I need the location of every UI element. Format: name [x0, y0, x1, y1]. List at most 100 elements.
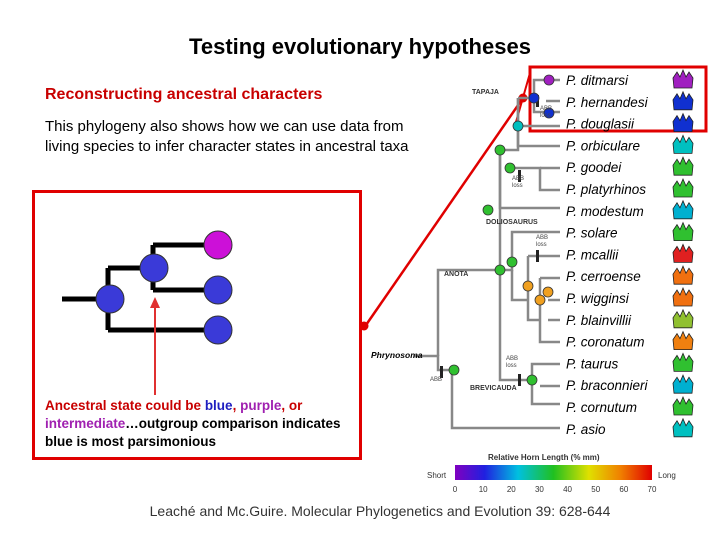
subtitle: Reconstructing ancestral characters — [45, 86, 323, 103]
scale-ticks: 0 10 20 30 40 50 60 70 — [453, 485, 657, 494]
lizard-head-icon — [672, 330, 694, 350]
node-dot — [534, 294, 546, 306]
node-dot — [528, 92, 540, 104]
clade-label-tapaja: TAPAJA — [472, 89, 499, 96]
lizard-head-icon — [672, 374, 694, 394]
lizard-head-icon — [672, 68, 694, 89]
citation: Leaché and Mc.Guire. Molecular Phylogene… — [149, 503, 611, 519]
taxon-label: P. solare — [566, 226, 618, 241]
taxon-label: P. ditmarsi — [566, 73, 629, 88]
taxon-label: P. orbiculare — [566, 138, 640, 153]
lizard-head-icon — [672, 286, 694, 307]
node-dot — [494, 144, 506, 156]
abb-label: ABB — [536, 235, 548, 241]
node-dot — [522, 280, 534, 292]
outgroup-label: Phrynosoma — [371, 350, 423, 360]
branch — [530, 380, 560, 406]
loss-bar — [518, 374, 521, 386]
lizard-head-icon — [672, 308, 694, 329]
node-dot — [494, 264, 506, 276]
scale-tick-label: 0 — [453, 485, 458, 494]
caption-intermediate-word: intermediate — [45, 416, 126, 431]
clade-label-brevicauda: BREVICAUDA — [470, 385, 517, 392]
branch — [510, 270, 528, 302]
branch — [498, 150, 540, 210]
lizard-head-icon — [672, 177, 694, 198]
ancestral-node — [139, 253, 169, 283]
tip-blue-node — [203, 275, 233, 305]
taxa-list: P. ditmarsi P. hernandesi P. douglasii P. o… — [566, 68, 694, 438]
root-node — [95, 284, 125, 314]
branch — [516, 98, 560, 148]
node-dot — [512, 120, 524, 132]
lizard-head-icon — [672, 395, 694, 416]
taxon-label: P. goodei — [566, 160, 622, 175]
caption-part1: Ancestral state could be — [45, 398, 205, 413]
tip-blue-node — [203, 315, 233, 345]
node-dot — [542, 286, 554, 298]
scale-tick-label: 20 — [507, 485, 516, 494]
loss-markers — [440, 95, 539, 386]
arrowhead-icon — [150, 297, 160, 308]
branch — [414, 354, 452, 372]
lizard-head-icon — [672, 221, 694, 241]
node-dot — [506, 256, 518, 268]
taxon-label: P. modestum — [566, 204, 644, 219]
tip-purple-node — [203, 230, 233, 260]
intro-text: This phylogeny also shows how we can use… — [45, 118, 409, 155]
caption-blue-word: blue — [204, 398, 233, 413]
scale-tick-label: 40 — [563, 485, 572, 494]
taxon-label: P. coronatum — [566, 335, 645, 350]
caption: Ancestral state could be blue, purple, o… — [45, 397, 355, 451]
taxon-label: P. hernandesi — [566, 95, 649, 110]
taxon-label: P. wigginsi — [566, 291, 630, 306]
caption-sep: , — [232, 398, 241, 413]
connector-end-dot — [359, 321, 369, 331]
lizard-head-icon — [672, 134, 694, 154]
lizard-head-icon — [672, 90, 694, 111]
scale-tick-label: 30 — [535, 485, 544, 494]
scale-low-label: Short — [427, 471, 447, 480]
lizard-head-icon — [672, 156, 694, 176]
node-dot — [448, 364, 460, 376]
scale-gradient-bar — [455, 465, 652, 480]
clade-label-anota: ANOTA — [444, 271, 468, 278]
lizard-head-icon — [672, 199, 694, 220]
scale-tick-label: 10 — [479, 485, 488, 494]
loss-label: loss — [540, 113, 551, 119]
branch — [510, 166, 560, 192]
scale-tick-label: 70 — [648, 485, 657, 494]
loss-label: loss — [506, 363, 517, 369]
scale-title: Relative Horn Length (% mm) — [488, 453, 600, 462]
loss-bar — [440, 366, 443, 378]
lizard-head-icon — [672, 112, 694, 132]
branch — [436, 268, 500, 356]
simple-tree — [62, 230, 233, 395]
loss-bar — [518, 170, 521, 182]
branch — [498, 270, 532, 382]
lizard-head-icon — [672, 352, 694, 372]
taxon-label: P. platyrhinos — [566, 182, 646, 197]
node-dot — [543, 107, 555, 119]
caption-part3: …outgroup comparison indicates blue is m… — [45, 416, 341, 449]
taxon-label: P. asio — [566, 422, 606, 437]
taxon-label: P. taurus — [566, 356, 619, 371]
slide-title: Testing evolutionary hypotheses — [189, 34, 531, 59]
lizard-head-icon — [672, 265, 694, 285]
node-dot — [504, 162, 516, 174]
lizard-head-icon — [672, 417, 694, 438]
taxon-label: P. cerroense — [566, 269, 641, 284]
abb-label: ABB — [512, 176, 524, 182]
node-dot — [526, 374, 538, 386]
node-dot — [543, 74, 555, 86]
scale-high-label: Long — [658, 471, 676, 480]
loss-label: loss — [536, 242, 547, 248]
loss-label: loss — [512, 183, 523, 189]
clade-label-doliosaurus: DOLIOSAURUS — [486, 219, 538, 226]
taxon-label: P. cornutum — [566, 400, 637, 415]
taxon-label: P. mcallii — [566, 247, 619, 262]
connector-line-to-inset — [364, 97, 525, 326]
scale-tick-label: 50 — [591, 485, 600, 494]
branch — [526, 256, 540, 322]
